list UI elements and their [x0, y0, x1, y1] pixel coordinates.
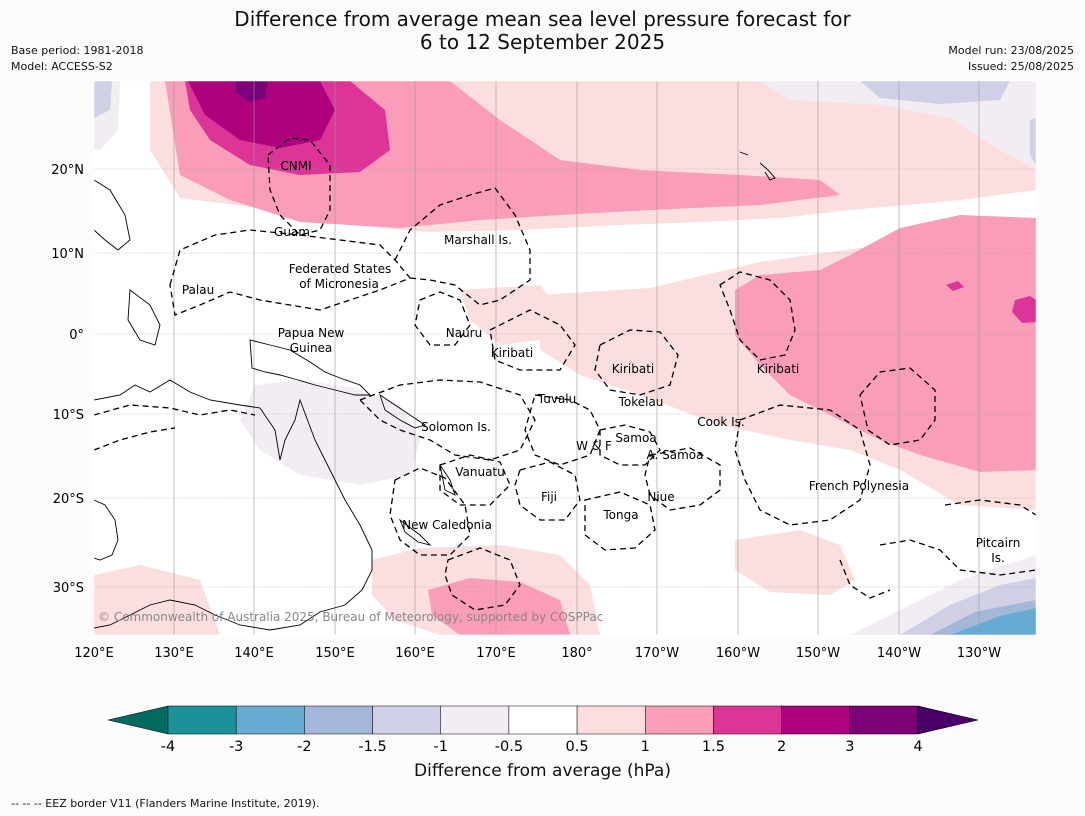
place-label: New Caledonia: [402, 518, 492, 532]
lon-label: 130°E: [154, 646, 194, 661]
place-label: Tokelau: [618, 395, 664, 409]
colorbar-tick-label: -3: [229, 739, 243, 755]
colorbar-tick-label: -0.5: [495, 739, 523, 755]
colorbar-swatch: [167, 705, 237, 735]
place-label: Kiribati: [491, 346, 533, 360]
colorbar-tick-label: 3: [845, 739, 854, 755]
lon-label: 130°W: [957, 646, 1001, 661]
place-label: Guinea: [290, 341, 333, 355]
place-labels: CNMI Guam Marshall Is. Federated States …: [182, 159, 1020, 565]
chart-title-line1: Difference from average mean sea level p…: [234, 7, 851, 31]
coastlines: [94, 151, 776, 631]
colorbar-swatch: [235, 705, 305, 735]
colorbar-tick-label: 2: [777, 739, 786, 755]
base-period: Base period: 1981-2018: [11, 44, 144, 57]
colorbar-extend-high: [917, 705, 979, 735]
place-label: Niue: [647, 490, 674, 504]
place-label: French Polynesia: [809, 479, 909, 493]
colorbar: -4 -3 -2 -1.5 -1 -0.5 0.5 1 1.5 2 3 4: [107, 705, 979, 755]
colorbar-tick-label: 1: [641, 739, 650, 755]
colorbar-tick-label: 4: [913, 739, 922, 755]
colorbar-tick-label: 1.5: [702, 739, 725, 755]
place-label: of Micronesia: [299, 277, 379, 291]
lat-label: 10°N: [51, 247, 84, 262]
place-label: Marshall Is.: [444, 233, 512, 247]
colorbar-swatch: [440, 705, 510, 735]
model-name: Model: ACCESS-S2: [11, 60, 113, 73]
colorbar-tick-label: -4: [161, 739, 175, 755]
lat-labels: 20°N 10°N 0° 10°S 20°S 30°S: [51, 163, 84, 596]
lat-label: 20°N: [51, 163, 84, 178]
place-label: Solomon Is.: [421, 420, 491, 434]
place-label: Is.: [991, 551, 1005, 565]
colorbar-tick-label: -1: [433, 739, 447, 755]
issued-date: Issued: 25/08/2025: [967, 60, 1074, 73]
lon-label: 120°E: [74, 646, 114, 661]
place-label: Nauru: [446, 326, 482, 340]
chart-title-line2: 6 to 12 September 2025: [419, 30, 666, 54]
lon-label: 180°: [561, 646, 592, 661]
place-label: Fiji: [541, 490, 557, 504]
place-label: Samoa: [615, 431, 656, 445]
colorbar-swatch: [849, 705, 919, 735]
place-label: A. Samoa: [647, 448, 704, 462]
colorbar-swatch: [372, 705, 441, 735]
place-label: Tuvalu: [537, 392, 577, 406]
lon-label: 150°W: [796, 646, 840, 661]
place-label: Papua New: [278, 326, 345, 340]
colorbar-swatch: [508, 705, 578, 735]
colorbar-swatch: [781, 705, 851, 735]
lat-label: 20°S: [53, 492, 84, 507]
colorbar-swatch: [713, 705, 782, 735]
place-label: Vanuatu: [455, 465, 505, 479]
copyright-text: © Commonwealth of Australia 2025, Bureau…: [98, 610, 603, 624]
colorbar-swatch: [576, 705, 646, 735]
lon-label: 140°W: [877, 646, 921, 661]
model-run: Model run: 23/08/2025: [948, 44, 1074, 57]
place-label: Kiribati: [757, 362, 799, 376]
place-label: Cook Is.: [697, 415, 744, 429]
lon-label: 170°W: [635, 646, 679, 661]
lat-label: 0°: [69, 328, 84, 343]
anomaly-fill: [94, 81, 1036, 635]
colorbar-tick-label: 0.5: [566, 739, 589, 755]
lon-label: 150°E: [315, 646, 355, 661]
place-label: W & F: [576, 439, 612, 453]
place-label: Pitcairn: [976, 536, 1021, 550]
lon-label: 170°E: [476, 646, 516, 661]
gridlines: [94, 81, 1036, 635]
lon-label: 160°E: [395, 646, 435, 661]
eez-borders: [94, 137, 1036, 611]
place-label: Federated States: [289, 262, 391, 276]
place-label: Palau: [182, 283, 214, 297]
place-label: Guam: [274, 225, 310, 239]
place-label: Kiribati: [612, 362, 654, 376]
colorbar-swatch: [645, 705, 714, 735]
lon-label: 160°W: [716, 646, 760, 661]
colorbar-title: Difference from average (hPa): [414, 761, 671, 781]
place-label: Tonga: [602, 508, 638, 522]
eez-footnote: -- -- -- EEZ border V11 (Flanders Marine…: [11, 797, 320, 810]
colorbar-extend-low: [107, 705, 169, 735]
lat-label: 10°S: [53, 408, 84, 423]
lat-label: 30°S: [53, 581, 84, 596]
colorbar-tick-label: -1.5: [358, 739, 386, 755]
lon-labels: 120°E 130°E 140°E 150°E 160°E 170°E 180°…: [74, 646, 1001, 661]
colorbar-tick-label: -2: [297, 739, 311, 755]
place-label: CNMI: [280, 159, 311, 173]
colorbar-swatch: [304, 705, 373, 735]
lon-label: 140°E: [234, 646, 274, 661]
